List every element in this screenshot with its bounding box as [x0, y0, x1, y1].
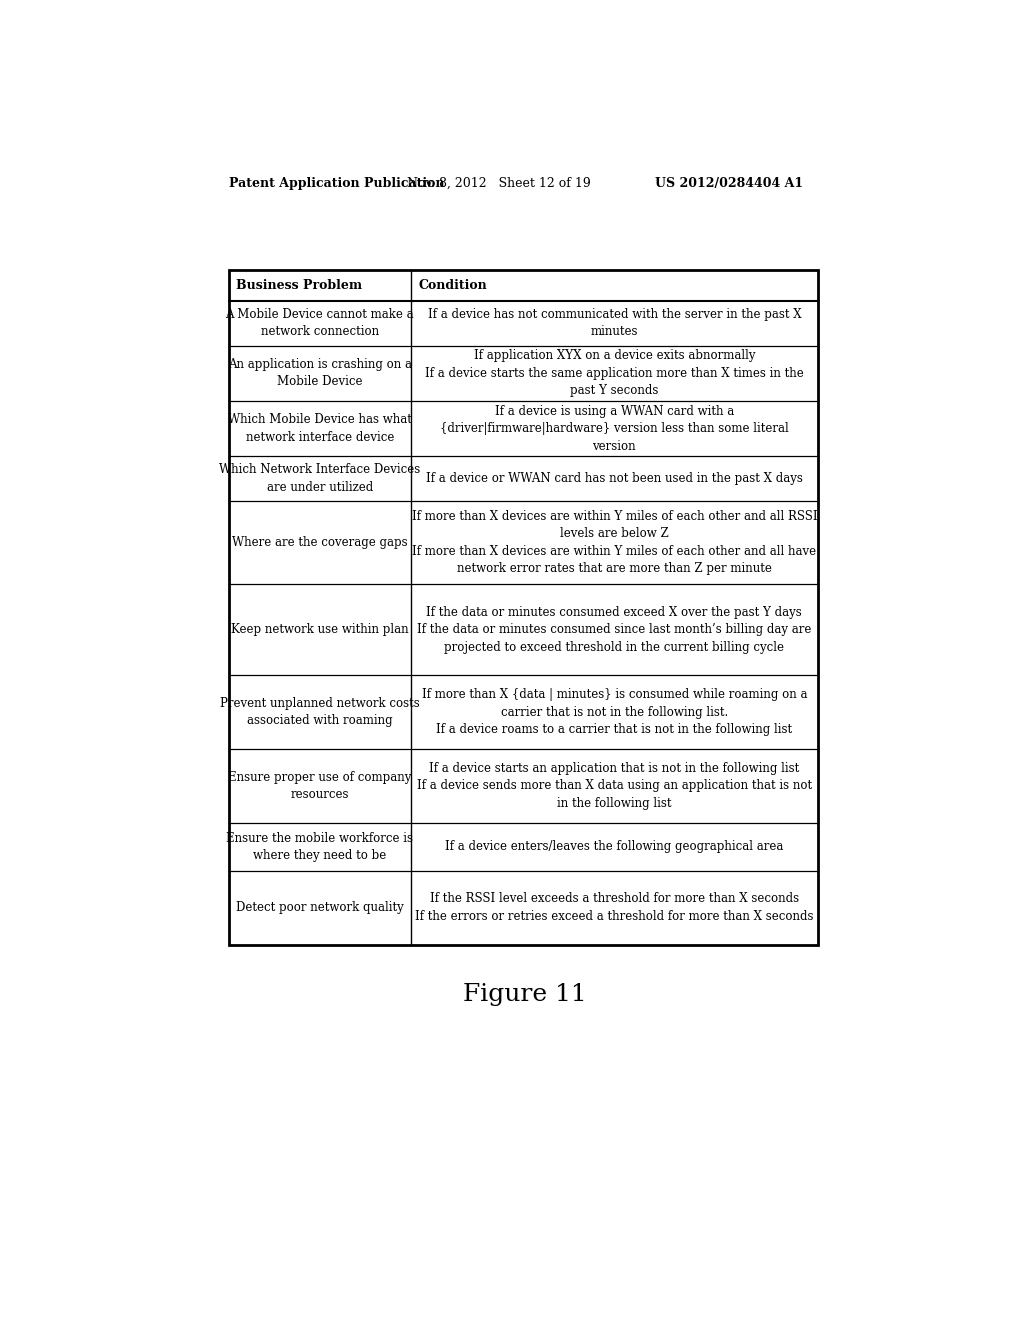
Text: A Mobile Device cannot make a
network connection: A Mobile Device cannot make a network co…	[225, 308, 414, 338]
Text: Nov. 8, 2012   Sheet 12 of 19: Nov. 8, 2012 Sheet 12 of 19	[407, 177, 591, 190]
Text: Condition: Condition	[419, 279, 487, 292]
Text: Figure 11: Figure 11	[463, 983, 587, 1006]
Bar	[228, 271, 818, 945]
Text: Where are the coverage gaps: Where are the coverage gaps	[232, 536, 408, 549]
Text: If application XYX on a device exits abnormally
If a device starts the same appl: If application XYX on a device exits abn…	[425, 350, 804, 397]
Text: If a device has not communicated with the server in the past X
minutes: If a device has not communicated with th…	[427, 308, 801, 338]
Text: If the RSSI level exceeds a threshold for more than X seconds
If the errors or r: If the RSSI level exceeds a threshold fo…	[415, 892, 813, 923]
Text: Detect poor network quality: Detect poor network quality	[236, 902, 403, 915]
Text: An application is crashing on a
Mobile Device: An application is crashing on a Mobile D…	[227, 358, 412, 388]
Text: US 2012/0284404 A1: US 2012/0284404 A1	[655, 177, 803, 190]
Text: Ensure the mobile workforce is
where they need to be: Ensure the mobile workforce is where the…	[226, 832, 414, 862]
Text: If more than X devices are within Y miles of each other and all RSSI
levels are : If more than X devices are within Y mile…	[412, 510, 817, 576]
Text: Ensure proper use of company
resources: Ensure proper use of company resources	[228, 771, 412, 801]
Text: If a device or WWAN card has not been used in the past X days: If a device or WWAN card has not been us…	[426, 473, 803, 486]
Text: Prevent unplanned network costs
associated with roaming: Prevent unplanned network costs associat…	[220, 697, 420, 727]
Text: Which Mobile Device has what
network interface device: Which Mobile Device has what network int…	[228, 413, 412, 444]
Text: Patent Application Publication: Patent Application Publication	[228, 177, 444, 190]
Text: If a device starts an application that is not in the following list
If a device : If a device starts an application that i…	[417, 762, 812, 810]
Text: If a device is using a WWAN card with a
{driver|firmware|hardware} version less : If a device is using a WWAN card with a …	[440, 405, 788, 453]
Text: Keep network use within plan: Keep network use within plan	[231, 623, 409, 636]
Text: Which Network Interface Devices
are under utilized: Which Network Interface Devices are unde…	[219, 463, 421, 494]
Text: If more than X {data | minutes} is consumed while roaming on a
carrier that is n: If more than X {data | minutes} is consu…	[422, 688, 807, 737]
Text: If the data or minutes consumed exceed X over the past Y days
If the data or min: If the data or minutes consumed exceed X…	[417, 606, 811, 653]
Text: If a device enters/leaves the following geographical area: If a device enters/leaves the following …	[445, 841, 783, 853]
Text: Business Problem: Business Problem	[237, 279, 362, 292]
